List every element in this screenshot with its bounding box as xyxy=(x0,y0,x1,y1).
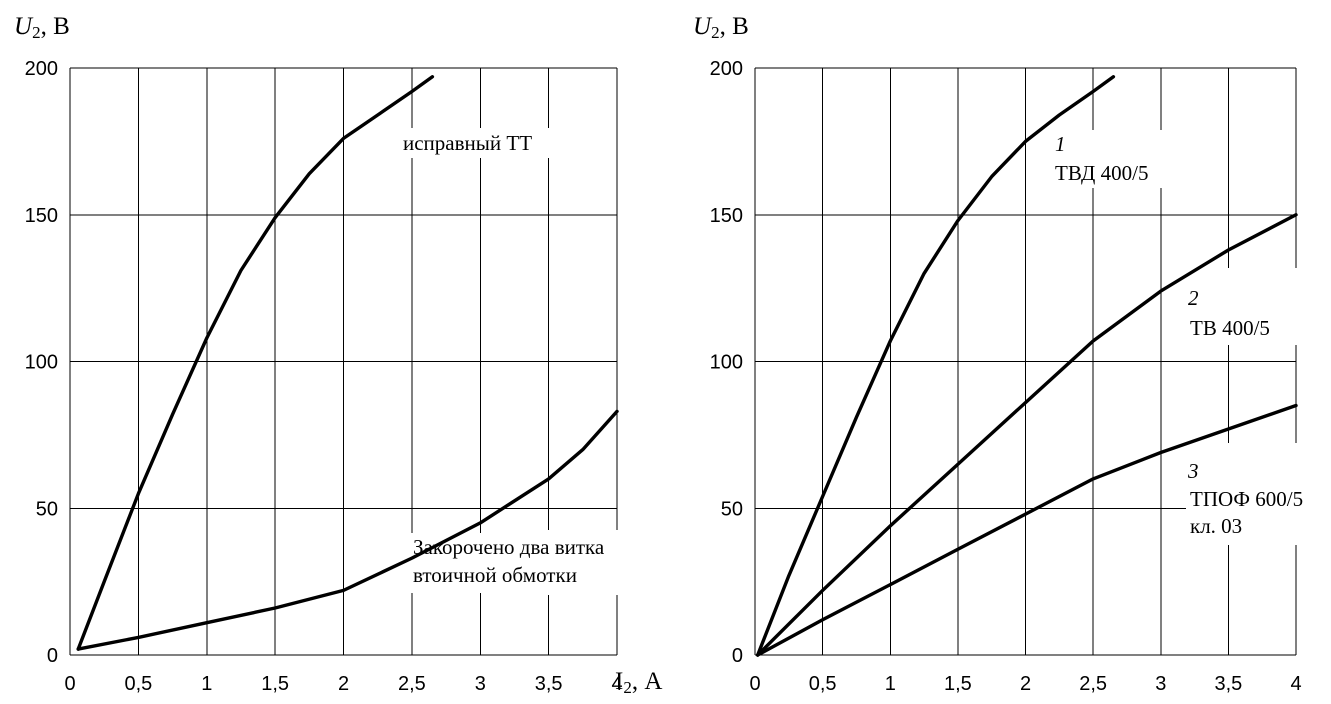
series-label-3-class: кл. 03 xyxy=(1190,514,1242,538)
y-axis-title-left: U2, В xyxy=(14,13,70,42)
label-mask xyxy=(1186,268,1311,345)
chart-left: U2, В I2, А исправный ТТ Закорочено два … xyxy=(14,13,662,697)
x-tick-label: 0 xyxy=(749,673,760,695)
label-mask xyxy=(1186,443,1311,545)
series-number-3: 3 xyxy=(1187,459,1199,483)
y-axis-title-right: U2, В xyxy=(693,13,749,42)
x-tick-label: 1 xyxy=(201,673,212,695)
x-tick-label: 4 xyxy=(1290,673,1301,695)
series-number-2: 2 xyxy=(1188,286,1199,310)
x-tick-label: 1 xyxy=(885,673,896,695)
annotation-shorted-line2: втоичной обмотки xyxy=(413,563,577,587)
x-tick-label: 1,5 xyxy=(944,673,972,695)
y-tick-label: 150 xyxy=(710,205,743,227)
x-tick-label: 3,5 xyxy=(535,673,563,695)
label-mask xyxy=(400,128,550,158)
x-tick-label: 2,5 xyxy=(398,673,426,695)
x-tick-label: 3 xyxy=(475,673,486,695)
y-tick-label: 0 xyxy=(732,645,743,667)
series-label-2: ТВ 400/5 xyxy=(1190,316,1270,340)
x-tick-label: 1,5 xyxy=(261,673,289,695)
series-line-right-1 xyxy=(756,75,1116,657)
x-tick-label: 0 xyxy=(64,673,75,695)
y-tick-label: 100 xyxy=(25,352,58,374)
series-label-3: ТПОФ 600/5 xyxy=(1190,487,1303,511)
x-tick-label: 3 xyxy=(1155,673,1166,695)
grid-left xyxy=(69,67,632,656)
chart-right: U2, В 1 ТВД 400/5 2 ТВ 400/5 3 ТПОФ 600/… xyxy=(693,13,1311,695)
x-tick-label: 2 xyxy=(338,673,349,695)
y-tick-label: 50 xyxy=(721,498,743,520)
x-tick-label: 0,5 xyxy=(809,673,837,695)
x-axis-title-left: I2, А xyxy=(615,668,662,697)
x-tick-label: 0,5 xyxy=(124,673,152,695)
series-line-right-2 xyxy=(756,213,1298,657)
x-tick-label: 2,5 xyxy=(1079,673,1107,695)
series-line-right-3 xyxy=(756,403,1298,657)
y-tick-label: 50 xyxy=(36,498,58,520)
x-tick-label: 3,5 xyxy=(1214,673,1242,695)
series-line-left-1 xyxy=(76,75,435,651)
y-tick-label: 100 xyxy=(710,352,743,374)
x-tick-label: 4 xyxy=(611,673,622,695)
series-number-1: 1 xyxy=(1055,132,1066,156)
grid-right xyxy=(754,67,1311,656)
series-label-1: ТВД 400/5 xyxy=(1055,161,1148,185)
annotation-healthy-ct: исправный ТТ xyxy=(403,131,532,155)
annotation-shorted-line1: Закорочено два витка xyxy=(413,535,605,559)
label-mask xyxy=(1050,130,1170,188)
x-tick-label: 2 xyxy=(1020,673,1031,695)
series-line-left-2 xyxy=(76,409,619,651)
y-tick-label: 150 xyxy=(25,205,58,227)
y-tick-label: 0 xyxy=(47,645,58,667)
y-tick-label: 200 xyxy=(25,58,58,80)
y-tick-label: 200 xyxy=(710,58,743,80)
